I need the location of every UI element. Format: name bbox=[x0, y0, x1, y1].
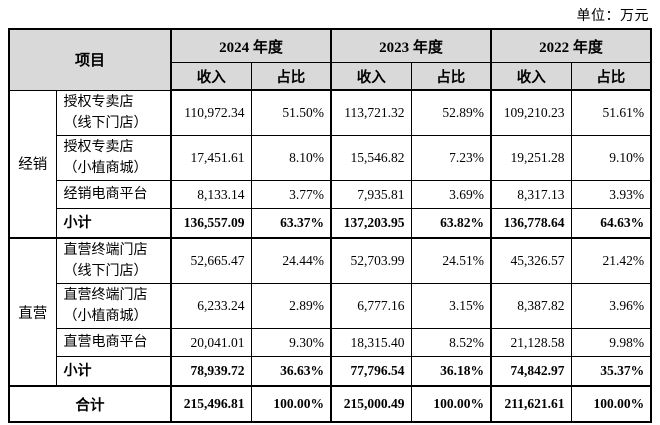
unit-label: 单位：万元 bbox=[576, 9, 649, 24]
subtotal-label: 小计 bbox=[55, 356, 172, 387]
data-cell: 6,233.24 bbox=[170, 283, 252, 329]
data-cell: 9.30% bbox=[250, 328, 332, 357]
total-cell: 215,496.81 bbox=[170, 385, 252, 423]
data-cell: 3.93% bbox=[570, 180, 652, 209]
row-label-line: （小植商城） bbox=[63, 161, 148, 176]
header-year-2022: 2022 年度 bbox=[490, 28, 652, 63]
data-cell: 136,557.09 bbox=[170, 208, 252, 239]
data-cell: 51.50% bbox=[250, 89, 332, 136]
header-year-2024: 2024 年度 bbox=[170, 28, 332, 63]
table-row: 直营电商平台 20,041.01 9.30% 18,315.40 8.52% 2… bbox=[9, 328, 652, 357]
group-label-distribution: 经销 bbox=[8, 89, 57, 239]
header-share-2024: 占比 bbox=[250, 62, 332, 91]
table-row: 直营 直营终端门店 （线下门店） 52,665.47 24.44% 52,703… bbox=[8, 237, 652, 387]
data-cell: 51.61% bbox=[570, 89, 652, 136]
row-label: 直营终端门店 （线下门店） bbox=[55, 237, 172, 284]
data-cell: 110,972.34 bbox=[170, 89, 252, 136]
row-label: 授权专卖店 （小植商城） bbox=[55, 135, 172, 181]
data-cell: 109,210.23 bbox=[490, 89, 572, 136]
header-share-2023: 占比 bbox=[410, 62, 492, 91]
table-row: 授权专卖店 （小植商城） 17,451.61 8.10% 15,546.82 7… bbox=[9, 135, 652, 181]
data-cell: 36.63% bbox=[250, 356, 332, 387]
data-cell: 8,133.14 bbox=[170, 180, 252, 209]
subtotal-row-distribution: 小计 136,557.09 63.37% 137,203.95 63.82% 1… bbox=[9, 208, 652, 239]
data-cell: 52.89% bbox=[410, 89, 492, 136]
data-cell: 52,703.99 bbox=[330, 237, 412, 284]
table-row: 经销 授权专卖店 （线下门店） 110,972.34 51.50% 113,72… bbox=[8, 89, 652, 239]
revenue-table: 项目 2024 年度 2023 年度 2022 年度 收入 占比 收入 占比 收… bbox=[8, 28, 653, 423]
row-label: 授权专卖店 （线下门店） bbox=[55, 89, 172, 136]
header-income-2022: 收入 bbox=[490, 62, 572, 91]
data-cell: 77,796.54 bbox=[330, 356, 412, 387]
row-label-line: 经销电商平台 bbox=[63, 187, 148, 202]
data-cell: 8,387.82 bbox=[490, 283, 572, 329]
data-cell: 15,546.82 bbox=[330, 135, 412, 181]
row-label: 经销电商平台 bbox=[55, 180, 172, 209]
total-cell: 211,621.61 bbox=[490, 385, 572, 423]
data-cell: 8.10% bbox=[250, 135, 332, 181]
row-label: 直营电商平台 bbox=[55, 328, 172, 357]
data-cell: 3.15% bbox=[410, 283, 492, 329]
header-item: 项目 bbox=[8, 28, 172, 91]
data-cell: 17,451.61 bbox=[170, 135, 252, 181]
subtotal-row-direct: 小计 78,939.72 36.63% 77,796.54 36.18% 74,… bbox=[9, 356, 652, 387]
data-cell: 6,777.16 bbox=[330, 283, 412, 329]
row-label-line: （小植商城） bbox=[63, 309, 148, 324]
total-cell: 100.00% bbox=[570, 385, 652, 423]
data-cell: 18,315.40 bbox=[330, 328, 412, 357]
row-label: 直营终端门店 （小植商城） bbox=[55, 283, 172, 329]
table-row: 经销电商平台 8,133.14 3.77% 7,935.81 3.69% 8,3… bbox=[9, 180, 652, 209]
data-cell: 21,128.58 bbox=[490, 328, 572, 357]
header-income-2024: 收入 bbox=[170, 62, 252, 91]
data-cell: 74,842.97 bbox=[490, 356, 572, 387]
data-cell: 24.44% bbox=[250, 237, 332, 284]
total-label: 合计 bbox=[8, 385, 172, 423]
row-label-line: 直营电商平台 bbox=[63, 335, 148, 350]
header-year-row: 项目 2024 年度 2023 年度 2022 年度 bbox=[8, 28, 652, 91]
data-cell: 9.98% bbox=[570, 328, 652, 357]
data-cell: 8.52% bbox=[410, 328, 492, 357]
data-cell: 36.18% bbox=[410, 356, 492, 387]
group-label-direct: 直营 bbox=[8, 237, 57, 387]
table-row: 直营终端门店 （小植商城） 6,233.24 2.89% 6,777.16 3.… bbox=[9, 283, 652, 329]
header-income-2023: 收入 bbox=[330, 62, 412, 91]
data-cell: 45,326.57 bbox=[490, 237, 572, 284]
row-label-line: （线下门店） bbox=[63, 264, 148, 279]
data-cell: 20,041.01 bbox=[170, 328, 252, 357]
row-label-line: 授权专卖店 bbox=[63, 140, 134, 155]
row-label-line: 授权专卖店 bbox=[63, 94, 134, 110]
data-cell: 78,939.72 bbox=[170, 356, 252, 387]
data-cell: 136,778.64 bbox=[490, 208, 572, 239]
data-cell: 24.51% bbox=[410, 237, 492, 284]
header-subcol-row: 收入 占比 收入 占比 收入 占比 bbox=[9, 62, 652, 91]
total-cell: 100.00% bbox=[250, 385, 332, 423]
data-cell: 19,251.28 bbox=[490, 135, 572, 181]
row-label-line: （线下门店） bbox=[63, 115, 148, 131]
data-cell: 3.96% bbox=[570, 283, 652, 329]
data-cell: 7,935.81 bbox=[330, 180, 412, 209]
data-cell: 64.63% bbox=[570, 208, 652, 239]
data-cell: 63.82% bbox=[410, 208, 492, 239]
total-row: 合计 215,496.81 100.00% 215,000.49 100.00%… bbox=[8, 385, 652, 423]
header-year-2023: 2023 年度 bbox=[330, 28, 492, 63]
data-cell: 2.89% bbox=[250, 283, 332, 329]
data-cell: 3.69% bbox=[410, 180, 492, 209]
header-share-2022: 占比 bbox=[570, 62, 652, 91]
total-cell: 215,000.49 bbox=[330, 385, 412, 423]
row-label-line: 直营终端门店 bbox=[63, 243, 148, 258]
data-cell: 113,721.32 bbox=[330, 89, 412, 136]
data-cell: 21.42% bbox=[570, 237, 652, 284]
data-cell: 9.10% bbox=[570, 135, 652, 181]
data-cell: 137,203.95 bbox=[330, 208, 412, 239]
data-cell: 52,665.47 bbox=[170, 237, 252, 284]
total-cell: 100.00% bbox=[410, 385, 492, 423]
subtotal-label: 小计 bbox=[55, 208, 172, 239]
data-cell: 3.77% bbox=[250, 180, 332, 209]
data-cell: 35.37% bbox=[570, 356, 652, 387]
data-cell: 8,317.13 bbox=[490, 180, 572, 209]
data-cell: 7.23% bbox=[410, 135, 492, 181]
data-cell: 63.37% bbox=[250, 208, 332, 239]
row-label-line: 直营终端门店 bbox=[63, 288, 148, 303]
